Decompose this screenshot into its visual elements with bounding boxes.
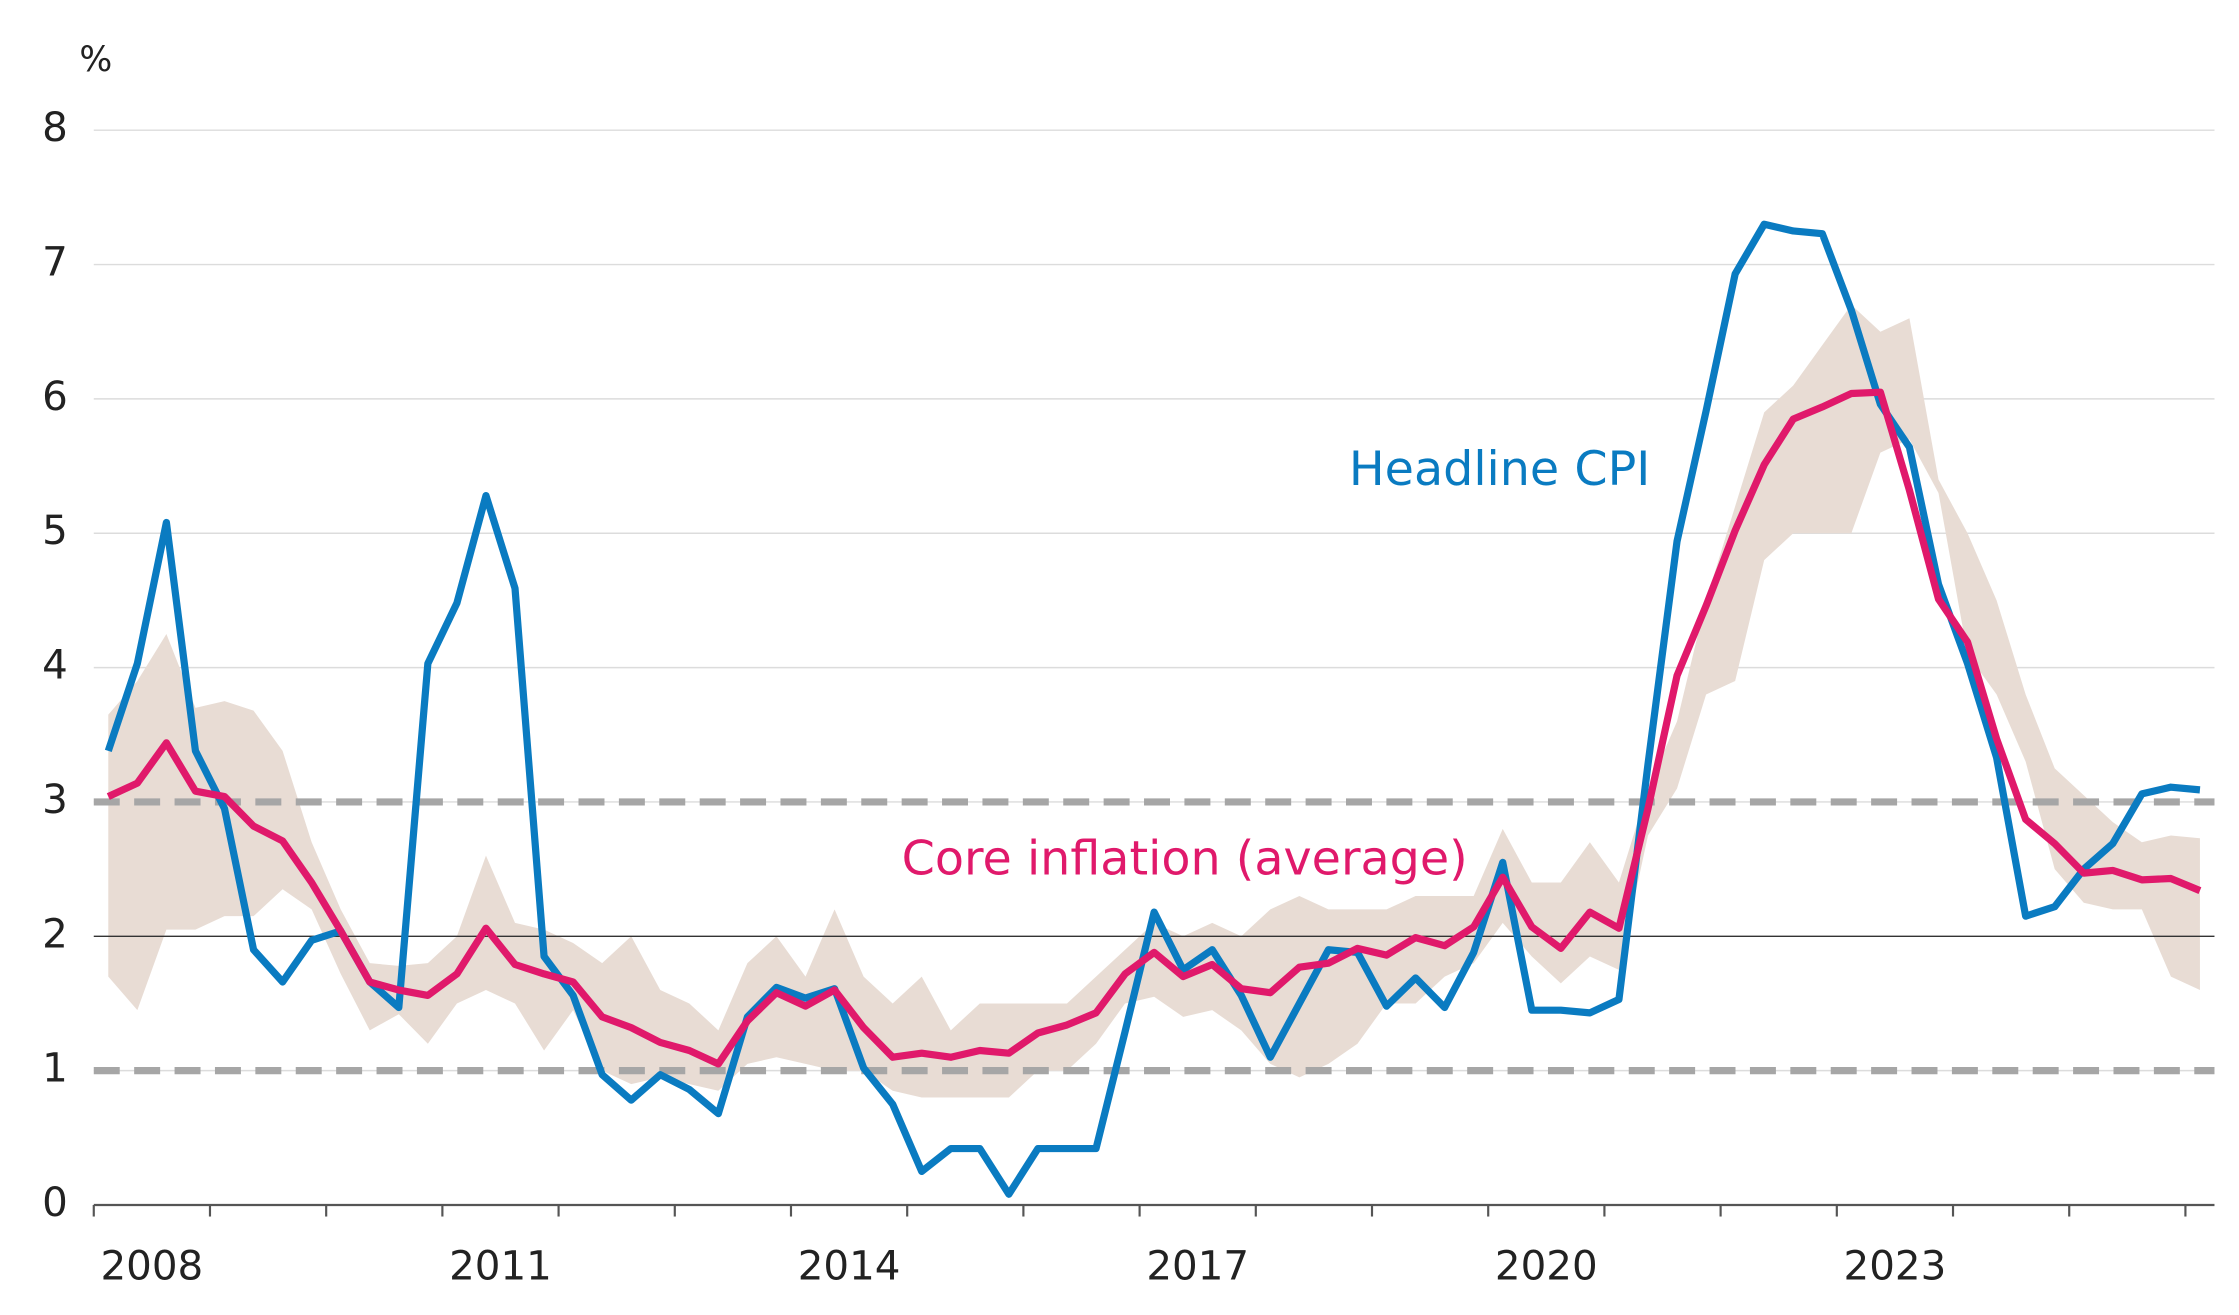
x-tick-label: 2020 bbox=[1495, 1242, 1598, 1289]
y-tick-label: 2 bbox=[42, 910, 68, 957]
y-tick-label: 3 bbox=[42, 776, 68, 823]
series-line bbox=[106, 388, 2202, 1068]
x-tick-label: 2017 bbox=[1146, 1242, 1249, 1289]
y-tick-label: 4 bbox=[42, 642, 68, 689]
x-tick-label: 2023 bbox=[1844, 1242, 1947, 1289]
series-line bbox=[104, 220, 2201, 1198]
x-tick-label: 2011 bbox=[449, 1242, 552, 1289]
y-tick-label: 8 bbox=[42, 104, 68, 151]
y-tick-label: 1 bbox=[42, 1045, 68, 1092]
range-band bbox=[108, 304, 2200, 1098]
series-label: Core inflation (average) bbox=[902, 832, 1468, 887]
y-tick-label: 5 bbox=[42, 507, 68, 554]
y-tick-label: 0 bbox=[42, 1179, 68, 1226]
x-tick-label: 2008 bbox=[100, 1242, 203, 1289]
y-tick-label: 6 bbox=[42, 373, 68, 420]
series-label: Headline CPI bbox=[1349, 442, 1650, 497]
x-tick-label: 2014 bbox=[798, 1242, 901, 1289]
y-tick-label: 7 bbox=[42, 239, 68, 286]
y-axis-label: % bbox=[79, 40, 112, 80]
